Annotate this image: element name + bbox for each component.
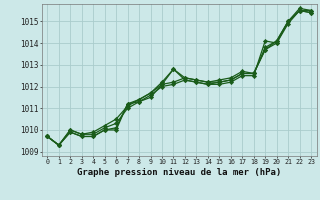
X-axis label: Graphe pression niveau de la mer (hPa): Graphe pression niveau de la mer (hPa) — [77, 168, 281, 177]
